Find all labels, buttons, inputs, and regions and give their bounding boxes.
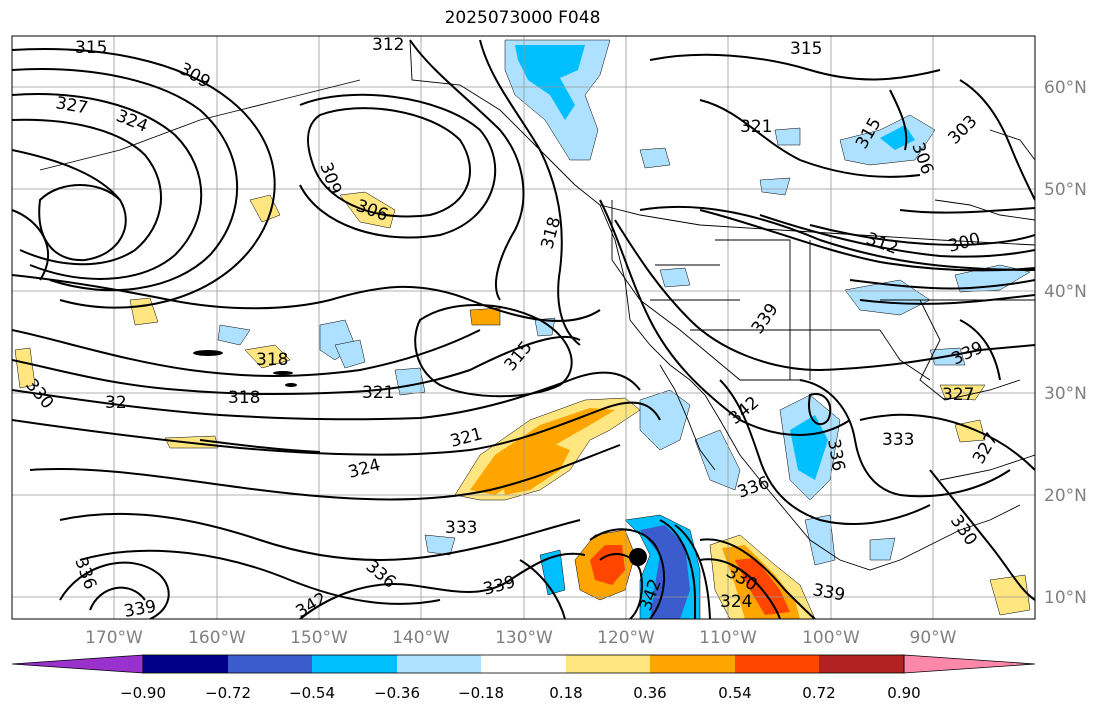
contour-label: 321 [740,117,772,137]
contour-label: 327 [942,385,974,405]
contour-label: 324 [720,592,752,612]
colorbar-bin [312,655,397,673]
colorbar: −0.90 −0.72 −0.54 −0.36 −0.18 0.18 0.36 … [11,654,1036,702]
contour-label: 339 [122,597,157,622]
lon-label: 120°W [597,628,655,648]
colorbar-high-extend [903,654,1036,674]
colorbar-tick-label: 0.90 [887,684,920,702]
colorbar-tick-label: −0.36 [374,684,420,702]
colorbar-tick-label: 0.18 [549,684,582,702]
lon-label: 110°W [699,628,757,648]
colorbar-frame [142,654,905,674]
contour-label: 315 [790,39,822,59]
lat-label: 20°N [1044,486,1087,506]
colorbar-bin [143,655,228,673]
lat-label: 30°N [1044,384,1087,404]
colorbar-tick-label: −0.72 [205,684,251,702]
contour-label: 318 [256,350,288,370]
colorbar-bin [735,655,819,673]
colorbar-tick-label: −0.90 [120,684,166,702]
contour-label: 333 [882,430,914,450]
contour-label: 315 [75,38,107,58]
lon-label: 150°W [290,628,348,648]
small-blobs [193,350,297,387]
coastlines [39,39,1035,571]
hurricane-center-dot [629,548,647,566]
colorbar-bin [397,655,481,673]
lat-label: 50°N [1044,180,1087,200]
contour-label: 321 [362,383,394,403]
colorbar-tick-label: 0.36 [633,684,666,702]
longitude-labels: 170°W 160°W 150°W 140°W 130°W 120°W 110°… [85,628,957,648]
colorbar-tick-label: 0.54 [718,684,751,702]
colorbar-low-extend [11,654,144,674]
colorbar-bin [650,655,735,673]
lon-label: 130°W [495,628,553,648]
lon-label: 140°W [392,628,450,648]
lon-label: 160°W [188,628,246,648]
contour-label: 32 [105,393,127,413]
shading-layer [14,39,1031,619]
lon-label: 90°W [910,628,957,648]
colorbar-bin [819,655,904,673]
lon-label: 170°W [85,628,143,648]
colorbar-tick-label: −0.54 [289,684,335,702]
plot-frame [11,35,1036,620]
lat-label: 60°N [1044,78,1087,98]
colorbar-tick-label: −0.18 [458,684,504,702]
contour-label: 312 [372,35,404,55]
contour-label: 318 [228,388,260,408]
lat-label: 10°N [1044,588,1087,608]
lon-label: 100°W [802,628,860,648]
contour-label: 333 [445,518,477,538]
colorbar-tick-label: 0.72 [802,684,835,702]
contour-lines [12,39,1035,619]
colorbar-bin [481,655,566,673]
colorbar-bin [228,655,312,673]
latitude-labels: 60°N 50°N 40°N 30°N 20°N 10°N [1044,78,1087,608]
colorbar-bin [566,655,650,673]
map-title: 2025073000 F048 [444,8,601,28]
lat-label: 40°N [1044,282,1087,302]
